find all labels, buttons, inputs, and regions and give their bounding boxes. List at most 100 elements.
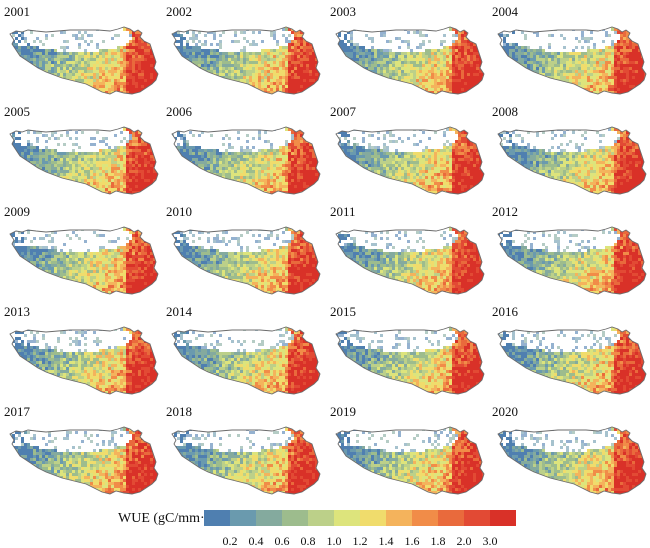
year-label: 2002 <box>166 4 192 20</box>
year-label: 2020 <box>492 404 518 420</box>
region-boundary <box>497 226 647 295</box>
map-panel: 2015 <box>328 304 490 404</box>
wue-raster <box>10 127 158 194</box>
wue-map <box>335 326 485 395</box>
year-label: 2009 <box>4 204 30 220</box>
wue-raster <box>172 27 320 94</box>
legend-tick-label: 1.2 <box>345 534 375 548</box>
region-boundary <box>171 26 321 95</box>
region-boundary <box>497 426 647 495</box>
wue-raster <box>10 227 158 294</box>
year-label: 2006 <box>166 104 192 120</box>
wue-map <box>171 26 321 95</box>
region-boundary <box>497 126 647 195</box>
wue-map <box>9 126 159 195</box>
wue-map <box>9 226 159 295</box>
map-panel: 2012 <box>490 204 650 304</box>
year-label: 2015 <box>330 304 356 320</box>
year-label: 2005 <box>4 104 30 120</box>
legend-swatch <box>412 510 438 526</box>
region-boundary <box>9 426 159 495</box>
map-panel: 2014 <box>164 304 326 404</box>
wue-raster <box>172 327 320 394</box>
legend-swatch <box>334 510 360 526</box>
map-panel: 2013 <box>2 304 164 404</box>
legend-tick-label: 1.8 <box>423 534 453 548</box>
wue-map <box>335 226 485 295</box>
wue-map <box>171 126 321 195</box>
region-boundary <box>497 326 647 395</box>
legend-swatch <box>490 510 516 526</box>
map-panel: 2001 <box>2 4 164 104</box>
region-boundary <box>335 326 485 395</box>
wue-raster <box>10 27 158 94</box>
legend-swatch <box>386 510 412 526</box>
year-label: 2011 <box>330 204 356 220</box>
wue-raster <box>172 227 320 294</box>
year-label: 2017 <box>4 404 30 420</box>
map-panel: 2017 <box>2 404 164 504</box>
map-panel: 2011 <box>328 204 490 304</box>
wue-raster <box>336 27 484 94</box>
wue-map <box>497 226 647 295</box>
legend-swatch <box>360 510 386 526</box>
legend-swatch <box>464 510 490 526</box>
year-label: 2004 <box>492 4 518 20</box>
map-panel: 2002 <box>164 4 326 104</box>
legend-tick-label: 1.6 <box>397 534 427 548</box>
map-panel: 2018 <box>164 404 326 504</box>
legend-swatch <box>204 510 230 526</box>
year-label: 2014 <box>166 304 192 320</box>
region-boundary <box>335 426 485 495</box>
year-label: 2018 <box>166 404 192 420</box>
map-panel: 2009 <box>2 204 164 304</box>
wue-map <box>171 426 321 495</box>
map-panel: 2010 <box>164 204 326 304</box>
year-label: 2003 <box>330 4 356 20</box>
wue-raster <box>336 427 484 494</box>
wue-map <box>335 126 485 195</box>
wue-map <box>171 326 321 395</box>
wue-map <box>171 226 321 295</box>
legend-colorbar <box>204 510 516 526</box>
legend: WUE (gC/mm·m²) <box>0 504 650 548</box>
year-label: 2012 <box>492 204 518 220</box>
map-panel: 2005 <box>2 104 164 204</box>
year-label: 2019 <box>330 404 356 420</box>
legend-tick-label: 1.4 <box>371 534 401 548</box>
wue-map <box>9 426 159 495</box>
region-boundary <box>171 426 321 495</box>
wue-map <box>497 26 647 95</box>
wue-raster <box>498 27 646 94</box>
legend-swatch <box>282 510 308 526</box>
wue-map <box>335 26 485 95</box>
map-panel: 2020 <box>490 404 650 504</box>
map-panel: 2008 <box>490 104 650 204</box>
wue-raster <box>336 227 484 294</box>
map-grid: 2001 2002 2003 2004 2005 2006 2007 2008 2009 2010… <box>2 4 650 495</box>
wue-map <box>497 326 647 395</box>
wue-map <box>497 426 647 495</box>
wue-map <box>335 426 485 495</box>
year-label: 2016 <box>492 304 518 320</box>
wue-raster <box>498 127 646 194</box>
map-panel: 2004 <box>490 4 650 104</box>
legend-swatch <box>256 510 282 526</box>
legend-tick-label: 2.0 <box>449 534 479 548</box>
legend-swatch <box>438 510 464 526</box>
region-boundary <box>171 326 321 395</box>
legend-tick-label: 0.2 <box>215 534 245 548</box>
legend-tick-label: 0.4 <box>241 534 271 548</box>
year-label: 2001 <box>4 4 30 20</box>
wue-raster <box>172 427 320 494</box>
wue-map <box>9 326 159 395</box>
wue-raster <box>10 427 158 494</box>
year-label: 2010 <box>166 204 192 220</box>
wue-raster <box>172 127 320 194</box>
wue-map <box>497 126 647 195</box>
map-panel: 2016 <box>490 304 650 404</box>
legend-tick-label: 0.6 <box>267 534 297 548</box>
legend-title: WUE (gC/mm·m²) <box>118 510 224 528</box>
year-label: 2008 <box>492 104 518 120</box>
year-label: 2007 <box>330 104 356 120</box>
